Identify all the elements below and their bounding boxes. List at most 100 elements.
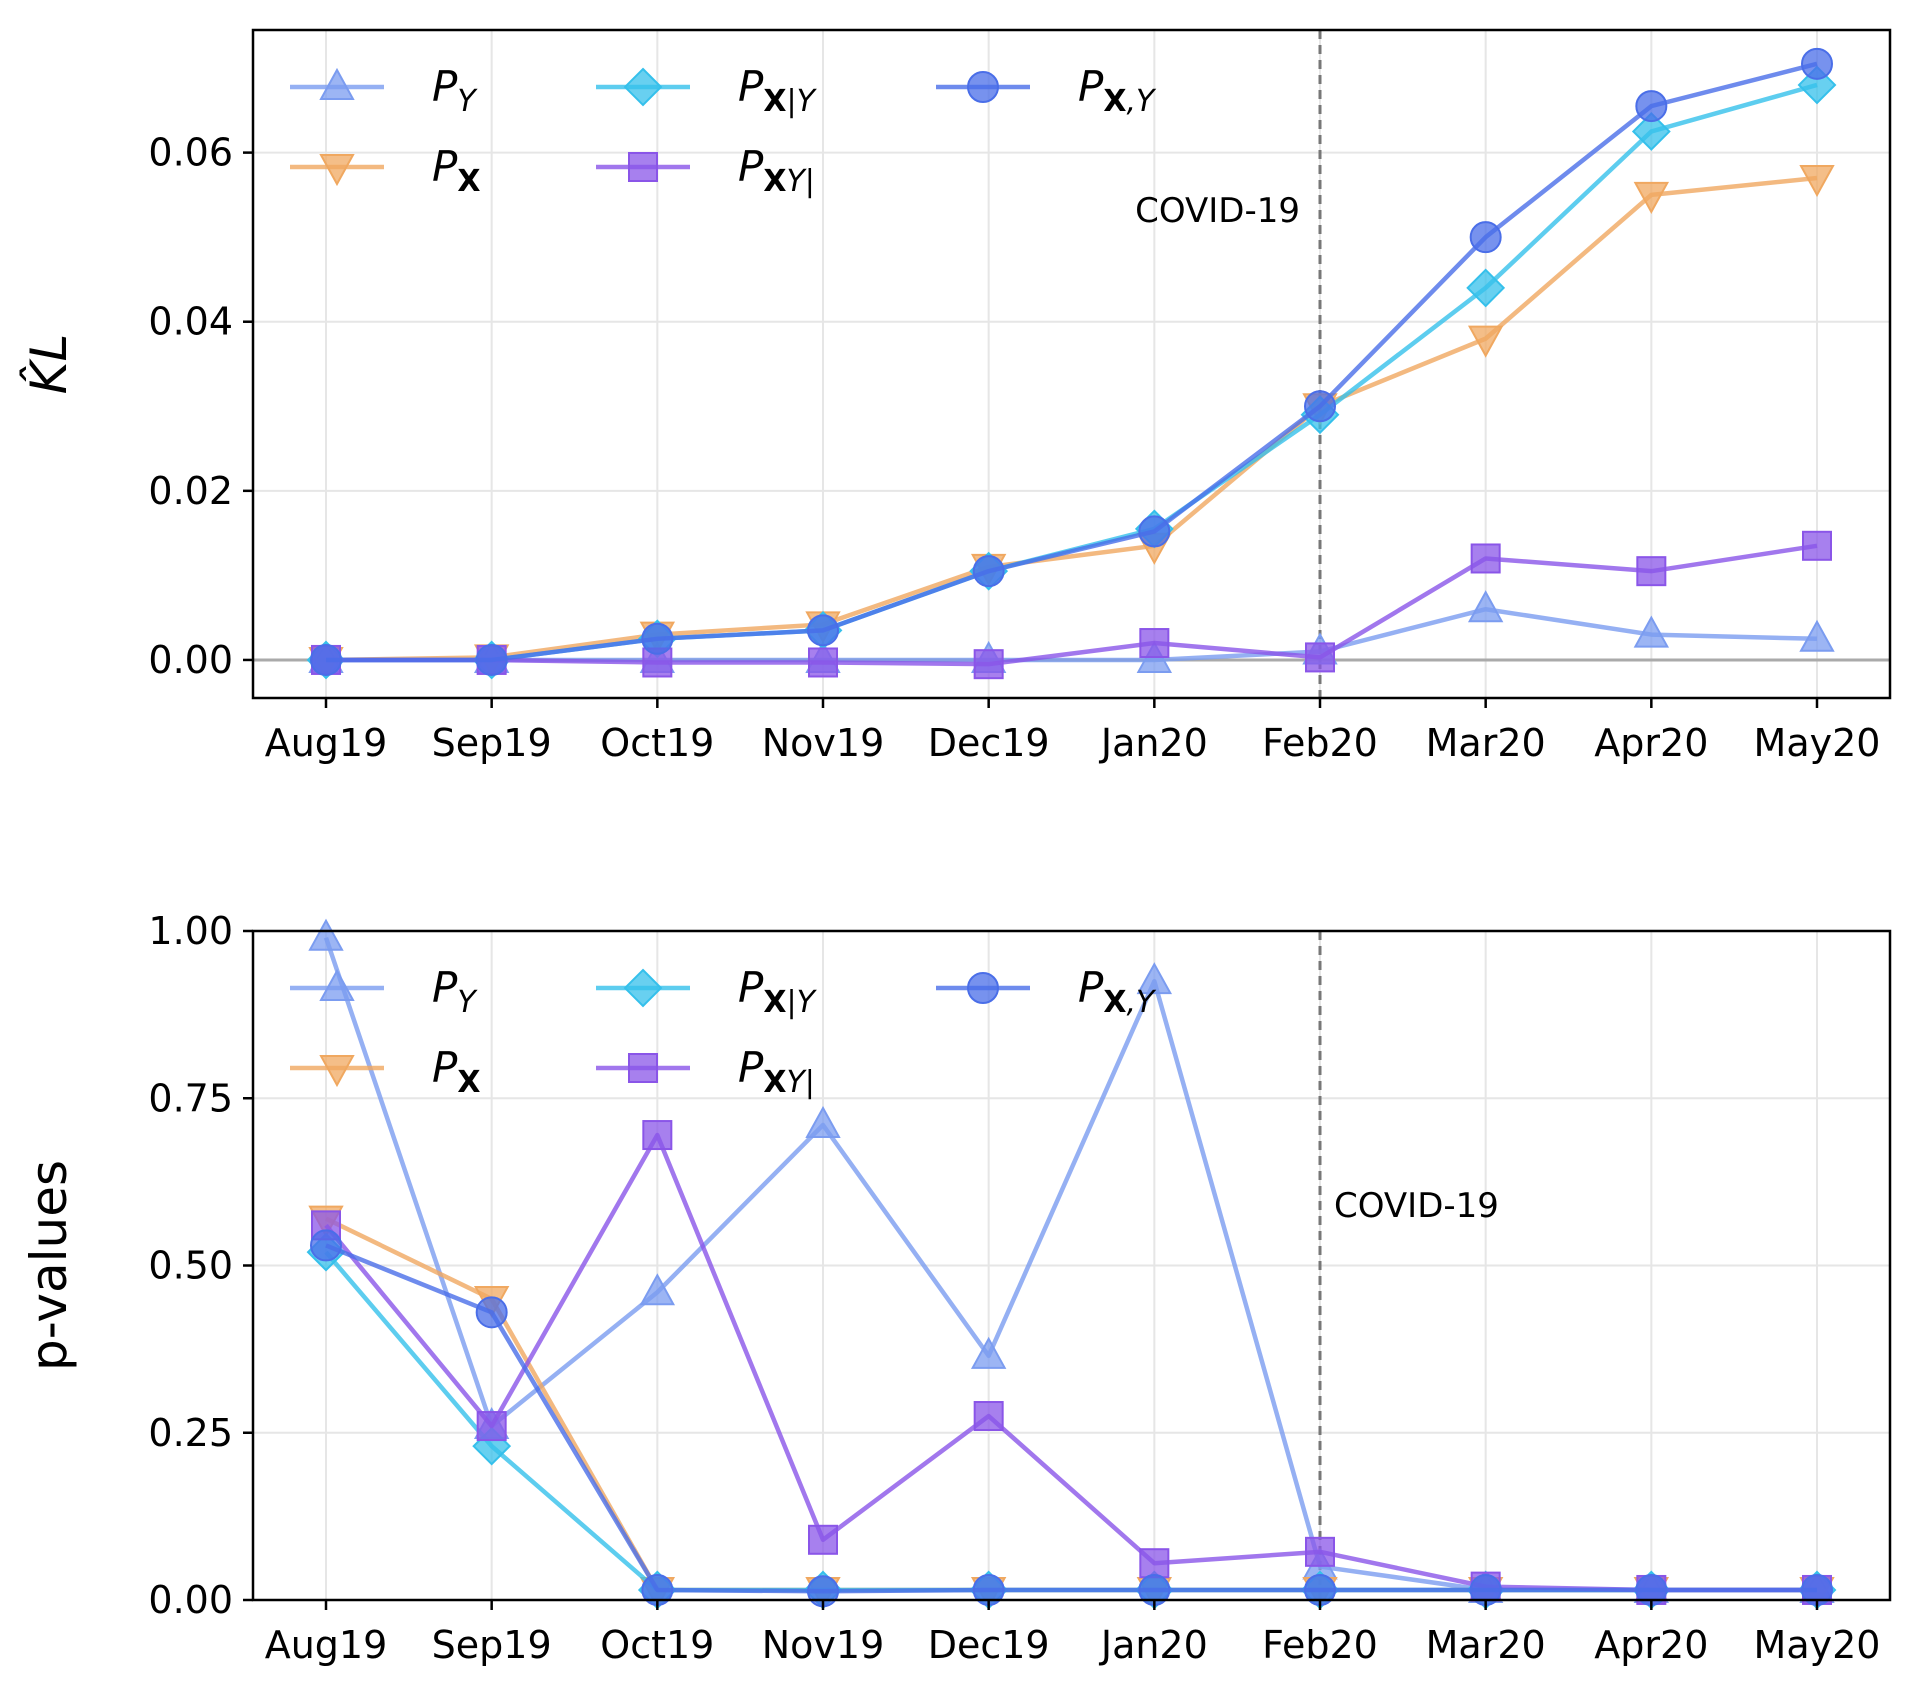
- legend-label-base: P: [432, 963, 458, 1012]
- series-line-2: [326, 82, 1818, 663]
- legend-label-bold-sub: X: [763, 985, 786, 1020]
- legend-marker: [623, 968, 663, 1008]
- y-axis-label: K̂L: [19, 334, 78, 395]
- legend-label: PXY|: [738, 1043, 815, 1100]
- x-tick-label: Oct19: [600, 721, 714, 765]
- x-tick-label: Feb20: [1262, 1623, 1378, 1667]
- legend-label-sub: Y: [457, 985, 478, 1020]
- pvalue-panel: COVID-19 Aug19 Sep19 Oct19 Nov19 Dec19 Jan20 Fe…: [20, 909, 1892, 1667]
- data-point: [1799, 164, 1835, 198]
- x-tick-label: Sep19: [432, 721, 552, 765]
- legend-marker: [967, 972, 999, 1004]
- legend-label: PX|Y: [738, 963, 818, 1020]
- data-point: [972, 555, 1005, 588]
- data-point: [1467, 590, 1504, 623]
- data-point: [1467, 325, 1504, 358]
- data-point: [805, 1105, 841, 1139]
- legend-label: PX: [432, 142, 480, 199]
- legend-item-4: PX,Y: [936, 963, 1157, 1020]
- legend-label-bold-sub: X: [457, 1065, 480, 1100]
- legend-label-bold-sub: X: [763, 84, 786, 119]
- legend-label: PY: [432, 963, 478, 1020]
- series-line-1: [325, 175, 1818, 663]
- legend-label-base: P: [432, 1043, 458, 1092]
- legend-label-bold-sub: X: [763, 164, 786, 199]
- legend-label-base: P: [738, 1043, 764, 1092]
- legend-label-bold-sub: X: [457, 164, 480, 199]
- y-tick-label: 0.00: [148, 1578, 233, 1622]
- y-tick-label: 0.75: [148, 1076, 233, 1120]
- legend-label-sub: Y: [457, 84, 478, 119]
- data-point: [1802, 530, 1832, 561]
- data-point: [310, 643, 342, 676]
- data-point: [1466, 268, 1506, 308]
- x-tick-label: Oct19: [600, 1623, 714, 1667]
- x-tick-label: Apr20: [1594, 1623, 1708, 1667]
- y-tick-label: 0.00: [148, 638, 233, 682]
- legend-label-sub: Y|: [786, 164, 814, 199]
- legend-item-3: PXY|: [596, 142, 815, 199]
- covid-label: COVID-19: [1135, 191, 1300, 231]
- data-point: [808, 647, 838, 678]
- kl-panel: COVID-19 Aug19 Sep19 Oct19 Nov19 Dec19 Jan20 Fe…: [19, 28, 1892, 765]
- data-point: [1633, 181, 1670, 214]
- y-tick-label: 1.00: [148, 909, 233, 953]
- x-tick-label: Jan20: [1099, 1623, 1208, 1667]
- x-tick-label: Dec19: [928, 1623, 1050, 1667]
- legend-label: PX|Y: [738, 62, 818, 119]
- legend-marker: [319, 67, 355, 100]
- y-tick-label: 0.50: [148, 1244, 233, 1288]
- series-line-4: [325, 1243, 1817, 1594]
- covid-label: COVID-19: [1334, 1186, 1499, 1226]
- legend-item-1: PX: [290, 1043, 480, 1100]
- series-line-4: [326, 61, 1818, 663]
- legend-marker: [319, 968, 355, 1001]
- data-point: [1136, 962, 1173, 995]
- data-point: [808, 1524, 838, 1555]
- legend-item-1: PX: [290, 142, 480, 199]
- legend-label: PXY|: [738, 142, 815, 199]
- data-point: [973, 649, 1004, 680]
- legend-item-3: PXY|: [596, 1043, 815, 1100]
- legend-label-base: P: [738, 142, 764, 191]
- data-point: [475, 643, 508, 676]
- x-tick-label: Mar20: [1426, 721, 1546, 765]
- series-line-1: [325, 1216, 1817, 1593]
- legend-label-sub: |Y: [786, 84, 817, 119]
- data-point: [639, 1273, 676, 1306]
- data-point: [1799, 619, 1835, 652]
- legend-item-2: PX|Y: [596, 963, 818, 1020]
- data-point: [310, 1229, 342, 1262]
- legend-label-bold-sub: X: [1103, 985, 1126, 1020]
- data-point: [1470, 543, 1501, 574]
- legend-label-base: P: [432, 62, 458, 111]
- y-tick-label: 0.06: [148, 131, 233, 175]
- series-line-3: [324, 1132, 1817, 1593]
- legend-item-4: PX,Y: [936, 62, 1157, 119]
- x-tick-label: Aug19: [265, 721, 388, 765]
- plot-frame: [251, 28, 1892, 700]
- series-line-2: [324, 1250, 1817, 1593]
- y-tick-label: 0.25: [148, 1411, 233, 1455]
- y-tick-label: 0.02: [148, 469, 233, 513]
- legend-marker: [628, 152, 658, 182]
- legend-label-sub: ,Y: [1126, 985, 1157, 1020]
- x-tick-label: Mar20: [1426, 1623, 1546, 1667]
- legend-label-bold-sub: X: [1103, 84, 1126, 119]
- data-point: [973, 1401, 1004, 1432]
- legend-marker: [319, 154, 355, 187]
- legend-label-base: P: [1078, 62, 1104, 111]
- data-point: [1305, 1536, 1335, 1567]
- data-point: [641, 622, 674, 655]
- legend-label-base: P: [432, 142, 458, 191]
- data-point: [1138, 515, 1171, 548]
- data-point: [1305, 642, 1335, 673]
- x-tick-label: Jan20: [1099, 721, 1208, 765]
- data-point: [1635, 90, 1668, 123]
- x-tick-label: Apr20: [1594, 721, 1708, 765]
- legend-label: PX,Y: [1078, 62, 1157, 119]
- legend-marker: [319, 1055, 355, 1088]
